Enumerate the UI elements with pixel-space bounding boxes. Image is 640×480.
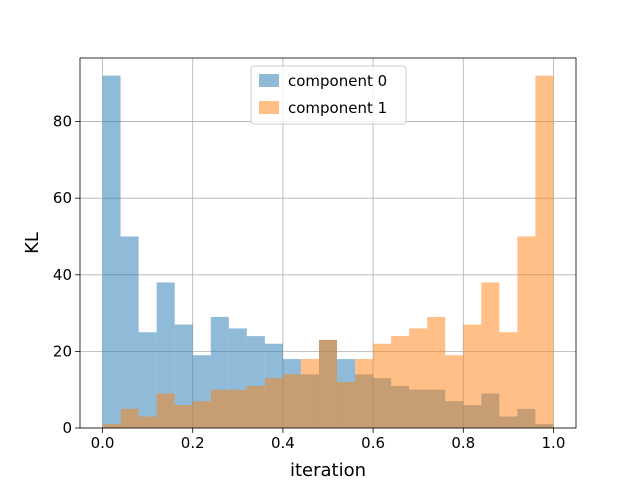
histogram-bar-component-1 [300,359,319,428]
axes-frame [79,57,577,429]
y-tick-label: 40 [53,266,72,284]
histogram-bar-component-1 [156,393,175,428]
histogram-bar-component-1 [318,339,338,428]
histogram-bar-component-0 [156,282,175,428]
histogram-bar-component-1 [391,336,410,428]
histogram-bar-component-1 [102,424,121,428]
histogram-bar-component-1 [174,405,193,428]
histogram-bar-component-1 [192,401,211,428]
legend-swatch [259,101,279,114]
histogram-bar-component-0 [138,332,157,428]
histogram-bar-component-0 [120,236,139,428]
histogram-bar-component-1 [535,75,554,428]
histogram-bars [102,75,554,428]
histogram-bar-component-1 [282,374,301,428]
axis-ticks: 0.0 0.2 0.4 0.6 0.8 1.0 0 20 40 60 80 [53,113,565,452]
y-axis-label: KL [22,232,43,254]
histogram-bar-component-1 [499,332,518,428]
histogram-bar-component-1 [409,328,428,428]
legend-label: component 1 [288,99,387,117]
histogram-bar-component-1 [210,389,229,428]
histogram-bar-component-1 [120,408,139,428]
legend-box [250,65,407,125]
histogram-bar-component-1 [445,355,464,428]
x-tick-label: 1.0 [542,434,566,452]
histogram-bar-component-0 [174,324,193,428]
histogram-bar-component-1 [373,343,392,428]
legend: component 0 component 1 [250,65,407,125]
legend-swatch [259,74,279,87]
x-tick-label: 0.0 [91,434,115,452]
histogram-bar-component-1 [427,316,446,428]
x-axis-label: iteration [290,460,366,480]
y-tick-label: 60 [53,189,72,207]
histogram-bar-component-1 [228,389,247,428]
histogram-bar-component-0 [102,75,121,428]
y-tick-label: 20 [53,342,72,360]
x-tick-label: 0.4 [271,434,295,452]
histogram-bar-component-1 [138,416,157,428]
histogram-bar-component-1 [517,236,536,428]
legend-label: component 0 [288,72,387,90]
axes-spines [79,57,577,429]
histogram-bar-component-1 [264,378,283,428]
histogram-bar-component-1 [463,324,482,428]
histogram-bar-component-1 [355,359,374,428]
x-tick-label: 0.6 [361,434,385,452]
x-tick-label: 0.8 [451,434,475,452]
histogram-bar-component-1 [337,382,356,428]
histogram-bar-component-1 [481,282,500,428]
x-tick-label: 0.2 [181,434,205,452]
y-tick-label: 80 [53,113,72,131]
histogram-bar-component-1 [246,385,265,428]
y-tick-label: 0 [62,419,72,437]
